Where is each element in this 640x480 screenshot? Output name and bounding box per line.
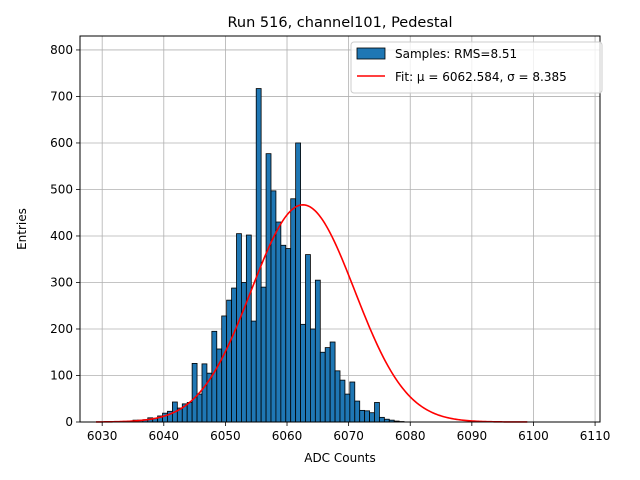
y-tick-label: 500 [50,182,73,196]
grid [80,36,600,423]
y-tick-label: 100 [50,368,73,382]
y-tick-label: 800 [50,43,73,57]
x-tick-label: 6080 [395,429,426,443]
histogram-bar [211,330,218,423]
x-tick-label: 6060 [272,429,303,443]
histogram-bar [191,363,198,423]
legend-swatch-samples [356,47,386,60]
histogram-bar [226,299,232,423]
histogram-bar [319,351,326,423]
histogram-bar [359,409,366,423]
legend-label-fit: Fit: μ = 6062.584, σ = 8.385 [395,70,567,84]
histogram-bar [354,400,361,423]
histogram-bar [310,328,316,423]
histogram-bar [285,248,292,423]
plot-frame [79,35,601,423]
x-tick-label: 6090 [457,429,488,443]
histogram-bar [339,379,346,423]
x-tick-label: 6100 [518,429,549,443]
histogram-bar [260,286,267,423]
histogram-bar [245,234,252,423]
histogram-bar [295,142,301,423]
histogram-bar [280,244,287,423]
fit-curve [96,204,528,423]
histogram-bar [344,393,351,423]
histogram-bar [369,412,375,423]
histogram-bar [255,88,262,423]
histogram-bar [349,381,356,423]
x-axis-label: ADC Counts [304,451,376,465]
histogram-bar [265,153,272,423]
x-tick-label: 6110 [580,429,611,443]
x-tick-label: 6050 [210,429,241,443]
histogram-bar [314,279,321,423]
x-tick-label: 6030 [87,429,118,443]
histogram-bar [374,402,380,423]
y-axis-label: Entries [15,208,29,250]
histogram-bar [379,416,385,423]
histogram-bar [186,402,193,423]
legend-label-samples: Samples: RMS=8.51 [395,47,517,61]
histogram-bar [329,341,336,423]
x-axis-ticks: 6030 6040 6050 6060 6070 6080 6090 6100 6110 [87,422,610,443]
histogram-bar [196,393,203,423]
histogram-bar [324,347,331,423]
histogram-bar [270,190,277,423]
y-tick-label: 400 [50,229,73,243]
y-tick-label: 0 [65,415,73,429]
x-tick-label: 6040 [149,429,180,443]
histogram-bar [364,410,370,423]
y-tick-label: 300 [50,275,73,289]
y-tick-label: 200 [50,322,73,336]
histogram-bar [231,287,237,423]
legend-box [350,41,603,94]
y-tick-label: 600 [50,136,73,150]
histogram-bar [221,315,228,423]
histogram-bar [275,221,282,423]
chart-title: Run 516, channel101, Pedestal [227,15,452,31]
histogram-bar [290,198,297,423]
histogram-bar [334,370,341,423]
histogram-bar [300,323,306,423]
histogram-bar [305,254,311,423]
histogram-bars [132,88,405,423]
y-tick-label: 700 [50,89,73,103]
y-axis-ticks: 0 100 200 300 400 500 600 700 800 [50,43,80,429]
histogram-bar [250,320,257,423]
x-tick-label: 6070 [333,429,364,443]
histogram-bar [236,233,242,423]
legend: Samples: RMS=8.51 Fit: μ = 6062.584, σ =… [350,41,603,94]
histogram-bar [201,363,208,423]
